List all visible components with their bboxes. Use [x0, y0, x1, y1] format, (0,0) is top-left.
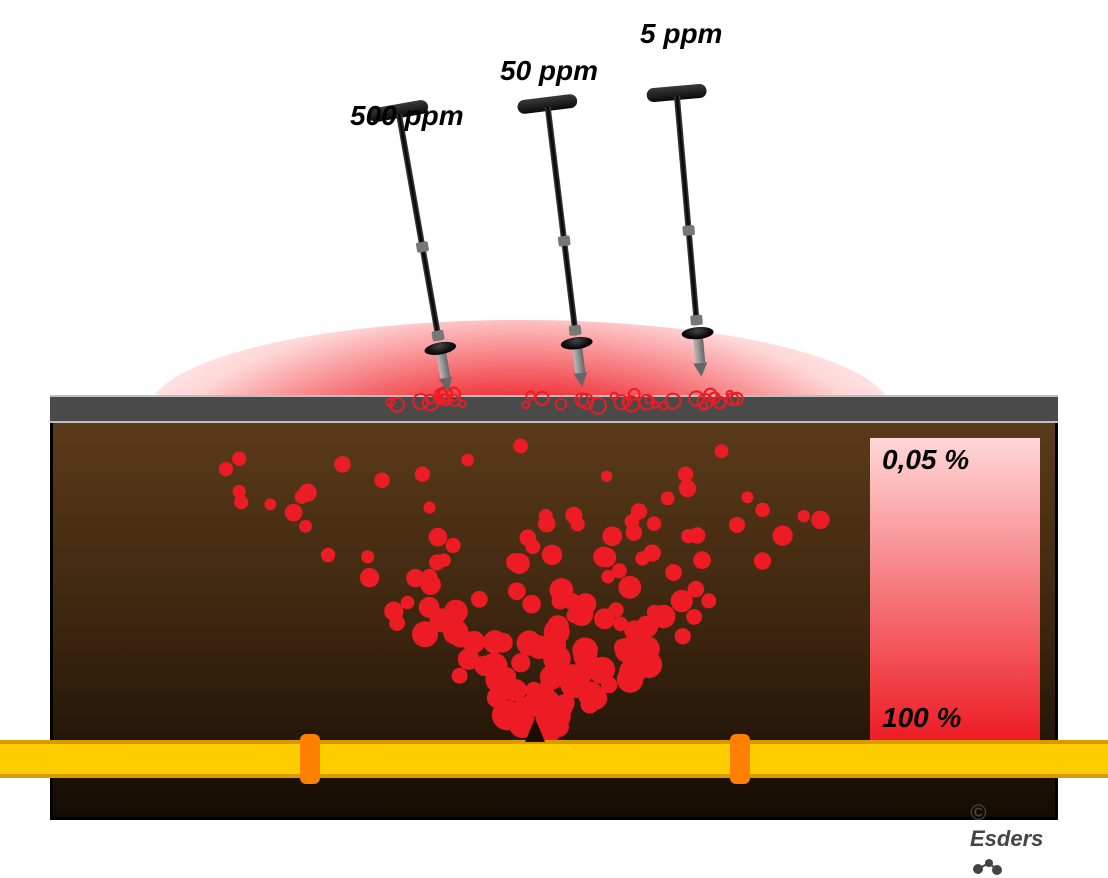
probe-spike	[439, 377, 455, 393]
probe1-label: 500 ppm	[350, 100, 464, 132]
probe-joint	[682, 225, 695, 236]
probe-foot	[424, 340, 458, 357]
probe-shaft	[396, 114, 442, 342]
probe-spike	[573, 372, 589, 388]
probe-shaft	[674, 96, 700, 326]
probe-foot	[560, 335, 593, 351]
probe-shaft	[545, 107, 579, 336]
probe-joint	[558, 235, 571, 246]
copyright-label: © Esders	[970, 800, 1043, 851]
gas-pipe	[0, 740, 1108, 778]
probe-joint	[569, 325, 582, 336]
copyright-text: © Esders	[970, 800, 1058, 878]
probe-foot	[681, 326, 714, 341]
esders-logo-icon	[970, 855, 1004, 875]
probe-joint	[431, 330, 445, 342]
probe-spike	[693, 362, 708, 377]
pipe-leak-icon	[525, 718, 545, 742]
probe-joint	[690, 315, 703, 326]
probe2-label: 50 ppm	[500, 55, 598, 87]
pipe-coupling	[730, 734, 750, 784]
pipe-bottom-edge	[0, 774, 1108, 778]
probe3-label: 5 ppm	[640, 18, 722, 50]
pipe-coupling	[300, 734, 320, 784]
diagram-stage: 0,05 % 100 % 500 ppm 50 ppm 5 ppm © Esde…	[50, 0, 1058, 835]
probe-joint	[416, 241, 430, 253]
pipe-body	[0, 744, 1108, 774]
